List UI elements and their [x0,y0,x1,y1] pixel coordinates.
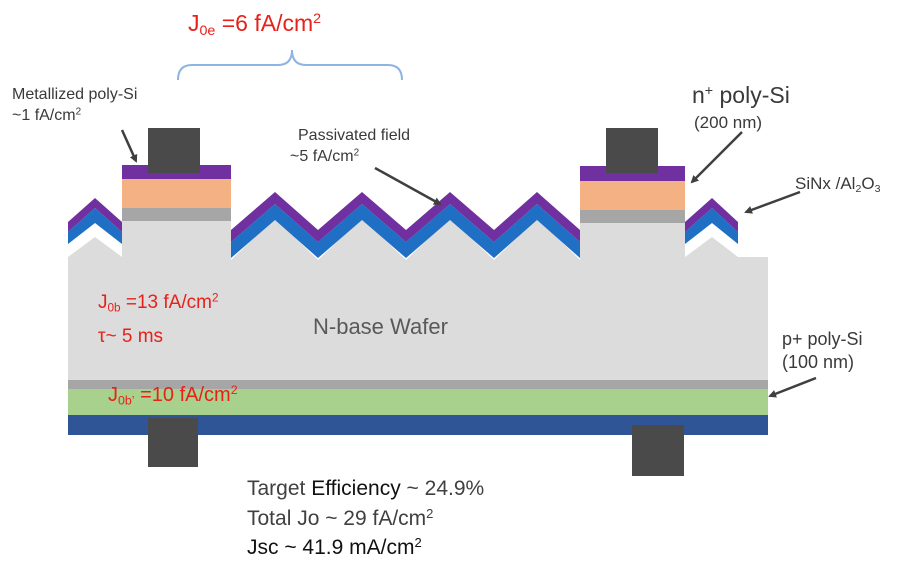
j0b-sub: 0b [107,301,121,315]
sinx-layer-center [231,204,580,258]
n-poly-arrow [690,131,743,184]
n-base-wafer [68,218,768,388]
al2o3-layer-left [68,198,122,232]
passivated-value: ~5 fA/cm [290,148,354,165]
target-pre: Target [247,477,312,500]
lifetime-label: τ~ 5 ms [98,326,164,347]
thin-oxide-right [580,210,685,223]
front-contact-right [606,128,658,173]
sinx-mid: O [861,174,875,193]
sinx-layer-right [685,208,738,244]
n-poly-pre: n [692,82,705,108]
al2o3-layer-center [231,192,580,242]
jsc-value: Jsc ~ 41.9 mA/cm2 [247,534,422,559]
n-poly-label: n+ poly-Si [692,84,790,107]
j0e-rest: =6 fA/cm [215,10,314,36]
passivated-label-line2: ~5 fA/cm2 [290,147,360,165]
sinx-sub2: 3 [874,182,881,195]
j0e-sub: 0e [199,22,216,39]
n-poly-si-right [580,181,685,210]
passivated-arrow [374,166,442,206]
sinx-sub1: 2 [855,182,862,195]
j0e-sup: 2 [313,11,322,28]
j0b-label: J0b =13 fA/cm2 [98,291,219,315]
j0e-label: J0e =6 fA/cm2 [188,10,322,39]
rear-contact-right [632,425,684,476]
total-pre: Total Jo ~ 29 fA/cm [247,507,427,530]
total-sup: 2 [426,505,434,521]
j0e-bracket [177,49,403,81]
thin-oxide-left [122,208,231,221]
sinx-layer-left [68,208,122,244]
passivated-sup: 2 [353,147,360,159]
metallized-sup: 2 [75,106,82,118]
n-poly-sup: + [704,83,714,100]
j0b-main: J [98,292,108,313]
wafer-label: N-base Wafer [313,314,448,339]
j0b-rest: =13 fA/cm [120,292,212,313]
sinx-pre: SiNx /Al [795,174,856,193]
metallized-arrow [120,129,138,163]
target-post: ~ 24.9% [400,477,485,500]
p-poly-si-layer [68,389,768,415]
n-poly-si-left [122,179,231,208]
j0b-prime-rest: =10 fA/cm [134,384,231,406]
p-poly-thickness: (100 nm) [782,352,855,372]
target-efficiency: Target Efficiency ~ 24.9% [247,478,484,499]
sinx-arrow [744,190,801,214]
n-poly-thickness: (200 nm) [694,113,763,132]
rear-oxide-layer [68,380,768,389]
al2o3-layer-right [685,198,738,232]
metallized-label-line2: ~1 fA/cm2 [12,106,82,124]
p-poly-arrow [768,376,817,398]
metallized-label-line1: Metallized poly-Si [12,86,138,103]
p-poly-label: p+ poly-Si [782,329,863,349]
rear-contact-left [148,418,198,467]
total-jo: Total Jo ~ 29 fA/cm2 [247,505,434,530]
n-poly-rest: poly-Si [713,82,790,108]
j0e-main: J [188,10,200,36]
jsc-pre: Jsc ~ 41.9 mA/cm [247,536,415,559]
j0b-prime-sup: 2 [230,383,238,398]
j0b-prime-label: J0b’ =10 fA/cm2 [108,383,238,408]
j0b-sup: 2 [211,291,219,305]
passivated-label-line1: Passivated field [298,127,411,144]
jsc-sup: 2 [414,534,422,550]
sinx-label: SiNx /Al2O3 [795,174,881,195]
j0b-prime-main: J [108,384,118,406]
metallized-value: ~1 fA/cm [12,107,76,124]
rear-dielectric-layer [68,415,768,435]
target-word: Efficiency [311,477,401,500]
j0b-prime-sub: 0b’ [118,393,135,408]
front-contact-left [148,128,200,173]
